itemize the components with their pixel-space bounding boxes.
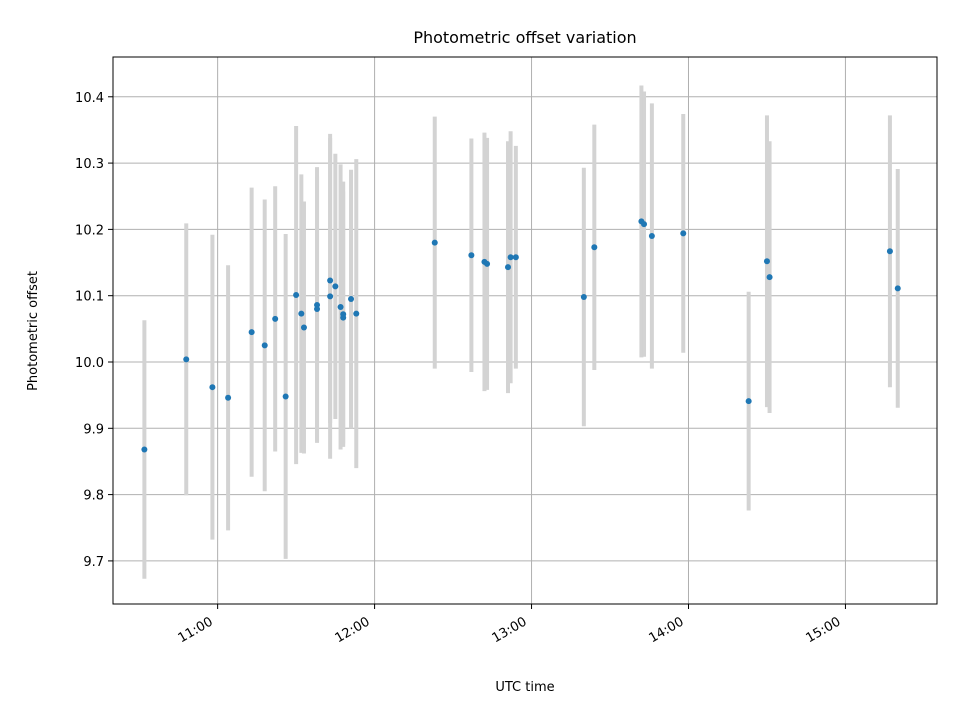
data-point <box>648 233 655 240</box>
data-point <box>894 285 901 292</box>
y-tick-label: 9.9 <box>83 422 104 437</box>
data-point <box>680 230 687 237</box>
data-point <box>209 384 216 391</box>
y-tick-label: 9.7 <box>83 555 104 570</box>
data-point <box>641 221 648 228</box>
data-point <box>348 296 355 303</box>
data-point <box>225 394 232 401</box>
y-tick-label: 10.0 <box>75 356 104 371</box>
data-point <box>763 258 770 265</box>
y-tick-label: 10.4 <box>75 91 104 106</box>
y-axis-ticks: 9.7 9.8 9.9 10.0 10.1 10.2 10.3 10.4 <box>75 91 113 570</box>
data-point <box>261 342 268 349</box>
data-point <box>272 315 279 322</box>
data-point <box>248 329 255 336</box>
data-points <box>141 218 901 453</box>
data-point <box>332 283 339 290</box>
x-axis-label: UTC time <box>495 680 554 695</box>
y-tick-label: 10.3 <box>75 157 104 172</box>
data-point <box>484 260 491 267</box>
data-point <box>141 446 148 453</box>
data-point <box>183 356 190 363</box>
data-point <box>512 254 519 261</box>
data-point <box>337 303 344 310</box>
y-tick-label: 10.1 <box>75 290 104 305</box>
data-point <box>293 292 300 299</box>
plot-frame <box>112 56 938 605</box>
data-point <box>327 293 334 300</box>
data-point <box>314 305 321 312</box>
data-point <box>766 274 773 281</box>
data-point <box>886 248 893 255</box>
data-point <box>468 252 475 259</box>
data-point <box>327 277 334 284</box>
data-point <box>353 310 360 317</box>
y-tick-label: 10.2 <box>75 223 104 238</box>
data-point <box>745 398 752 405</box>
data-point <box>504 264 511 271</box>
data-point <box>580 294 587 301</box>
data-point <box>507 254 514 261</box>
y-axis-label: Photometric offset <box>26 271 41 391</box>
data-point <box>300 324 307 331</box>
data-point <box>591 244 598 251</box>
y-tick-label: 9.8 <box>83 489 104 504</box>
data-point <box>431 239 438 246</box>
chart-title: Photometric offset variation <box>413 28 636 47</box>
data-point <box>282 393 289 400</box>
data-point <box>340 314 347 321</box>
data-point <box>298 310 305 317</box>
